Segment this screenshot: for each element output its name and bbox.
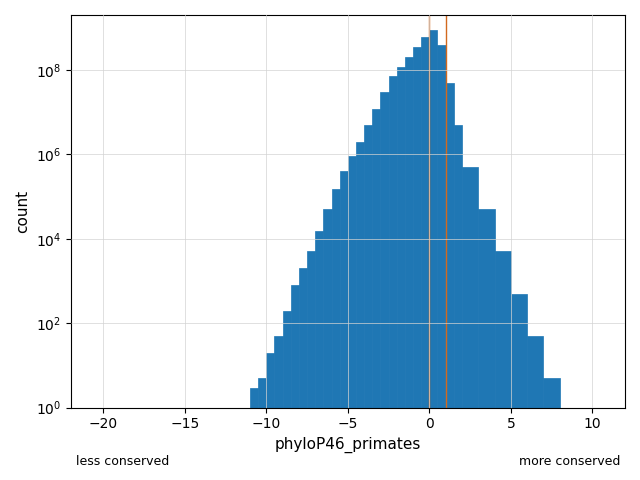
Bar [478, 209, 495, 480]
Bar [454, 125, 462, 480]
Bar [356, 142, 364, 480]
Text: more conserved: more conserved [519, 455, 620, 468]
Bar [340, 171, 348, 480]
Bar [421, 37, 429, 480]
Bar [511, 294, 527, 480]
Bar [299, 268, 307, 480]
Bar [323, 209, 332, 480]
Bar [429, 30, 438, 480]
Bar [291, 285, 299, 480]
Bar [364, 125, 372, 480]
Bar [543, 378, 560, 480]
Y-axis label: count: count [15, 190, 30, 233]
Bar [275, 336, 283, 480]
Bar [372, 109, 380, 480]
Bar [258, 378, 266, 480]
Bar [307, 252, 316, 480]
Bar [250, 387, 258, 480]
Bar [316, 231, 323, 480]
Bar [388, 76, 397, 480]
Bar [283, 311, 291, 480]
Bar [445, 83, 454, 480]
Bar [397, 67, 405, 480]
Bar [438, 45, 445, 480]
Bar [527, 336, 543, 480]
Bar [495, 252, 511, 480]
Bar [348, 156, 356, 480]
X-axis label: phyloP46_primates: phyloP46_primates [275, 437, 421, 453]
Bar [462, 167, 478, 480]
Bar [413, 47, 421, 480]
Bar [560, 408, 576, 480]
Bar [405, 57, 413, 480]
Bar [380, 92, 388, 480]
Bar [266, 353, 275, 480]
Text: less conserved: less conserved [76, 455, 169, 468]
Bar [332, 189, 340, 480]
